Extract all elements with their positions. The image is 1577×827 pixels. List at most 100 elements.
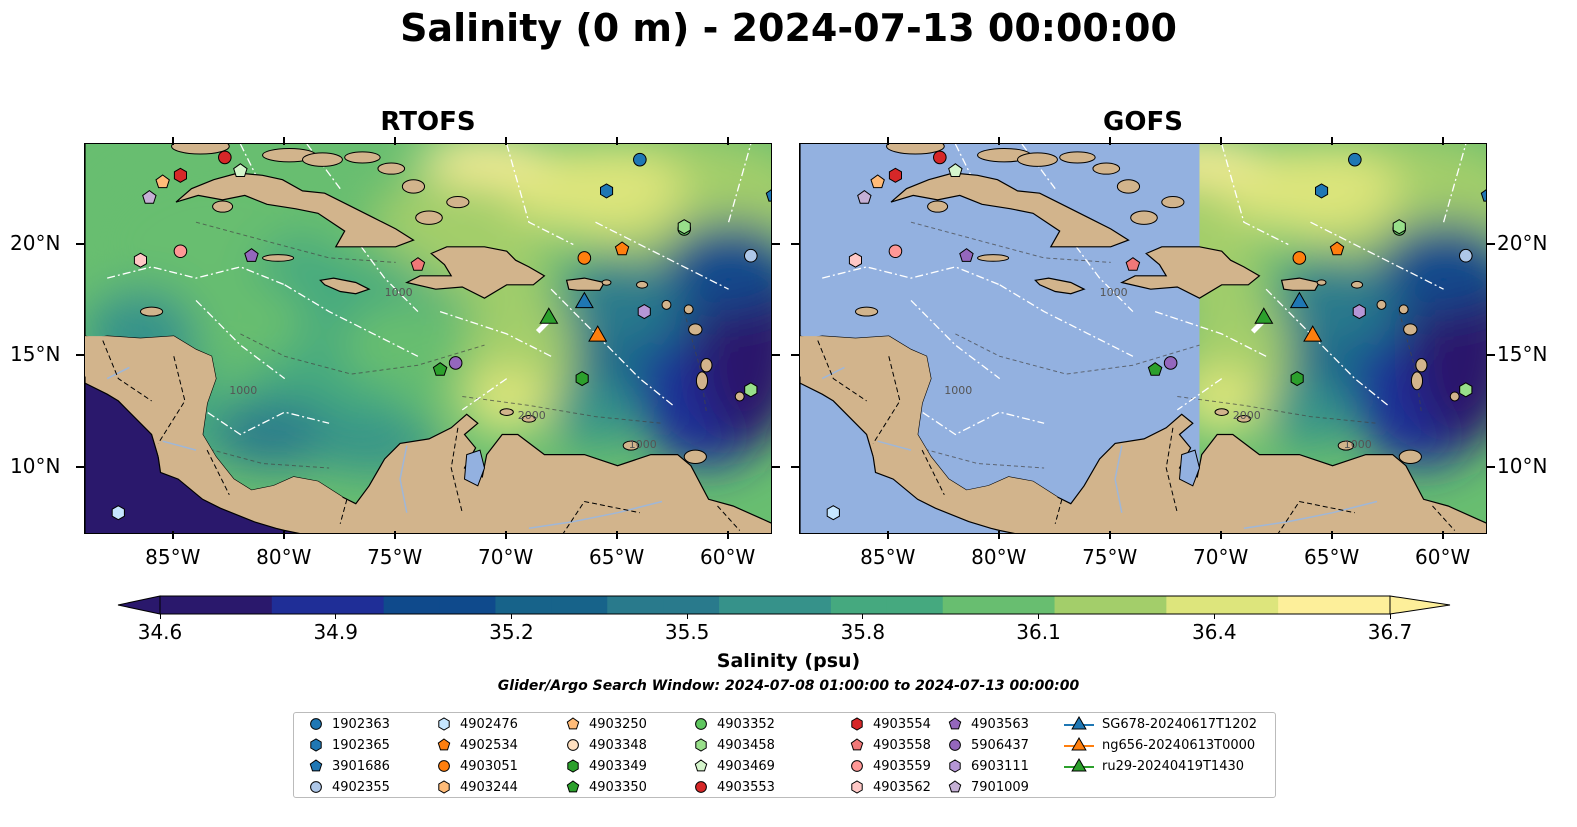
colorbar-segment	[830, 596, 888, 614]
legend-marker-icon	[1064, 715, 1094, 730]
legend-item: 4902355	[308, 778, 390, 796]
colorbar-segment	[495, 596, 552, 614]
legend-marker-icon	[695, 738, 707, 752]
colorbar-segment	[160, 596, 217, 614]
land-hispaniola	[1120, 246, 1261, 299]
colorbar-tick-label: 36.7	[1367, 620, 1413, 644]
legend-marker-icon	[949, 739, 961, 751]
legend-float-marker	[949, 739, 961, 751]
colorbar-extend-min	[117, 595, 161, 615]
lon-tick-label: 65°W	[589, 545, 645, 569]
legend-float-marker	[438, 717, 450, 731]
legend-label: ng656-20240613T0000	[1102, 737, 1256, 753]
float-marker-1902365	[600, 183, 614, 199]
contour-label: 2000	[1233, 409, 1261, 422]
colorbar-segment	[719, 596, 776, 614]
legend-label: 4903553	[717, 779, 775, 795]
colorbar-tick-mark	[1038, 614, 1040, 619]
legend-item: ru29-20240419T1430	[1064, 757, 1244, 775]
float-marker-4903553	[933, 150, 947, 165]
legend-float-marker	[567, 759, 579, 773]
contour-label: 1000	[944, 384, 972, 397]
lat-tick-mark	[76, 242, 84, 245]
legend-marker-icon	[438, 760, 450, 772]
legend-float-marker	[851, 780, 863, 794]
lon-tick-mark	[282, 137, 285, 145]
legend-item: 4903562	[849, 778, 931, 796]
land-hispaniola	[405, 246, 546, 299]
contour-label: 1000	[1100, 286, 1128, 299]
colorbar-segment	[1110, 596, 1167, 614]
legend-item: 6903111	[947, 757, 1029, 775]
lon-tick-mark	[1219, 137, 1222, 145]
legend-float-marker	[948, 780, 962, 793]
lat-tick-label-right: 10°N	[1497, 453, 1548, 478]
lat-tick-label-left: 10°N	[10, 453, 61, 478]
float-marker-4902534	[614, 241, 630, 256]
colorbar-segment	[998, 596, 1056, 614]
float-marker-7901009	[857, 189, 872, 204]
legend-float-marker	[310, 738, 322, 752]
float-marker-4903559	[173, 244, 188, 259]
map-canvas: 1000 2000 1000 1000	[800, 144, 1486, 533]
float-marker-4902534	[1329, 241, 1345, 256]
contour-label: 2000	[518, 409, 546, 422]
colorbar-segment	[1222, 596, 1279, 614]
legend-item: 4902534	[436, 736, 518, 754]
lon-tick-label: 80°W	[971, 545, 1027, 569]
lon-tick-mark	[171, 137, 174, 145]
lon-tick-mark	[886, 531, 889, 539]
legend-item: 4903250	[565, 715, 647, 733]
float-marker-4902355b	[744, 382, 758, 398]
legend-item: SG678-20240617T1202	[1064, 715, 1257, 733]
colorbar-segment	[215, 596, 273, 614]
lat-tick-mark	[76, 354, 84, 357]
land-puerto-rico	[565, 277, 606, 291]
land-puerto-rico	[1280, 277, 1321, 291]
colorbar-segment	[439, 596, 496, 614]
legend-label: SG678-20240617T1202	[1102, 716, 1258, 732]
legend-float-marker	[567, 739, 579, 751]
colorbar-segment	[886, 596, 944, 614]
legend-label: 4903051	[460, 758, 518, 774]
float-marker-4902355	[1459, 248, 1473, 263]
float-marker-3901686	[765, 189, 771, 202]
legend-marker-icon	[437, 738, 451, 751]
float-marker-4902355b	[1459, 382, 1473, 398]
legend-glider-marker	[1071, 757, 1087, 772]
float-marker-4903563	[244, 248, 259, 262]
float-marker-1902365	[1315, 183, 1329, 199]
legend-label: 4903458	[717, 737, 775, 753]
legend-item: 7901009	[947, 778, 1029, 796]
colorbar-tick-label: 35.8	[840, 620, 886, 644]
legend-item: 4903051	[436, 757, 518, 775]
legend-label: 1902365	[332, 737, 390, 753]
float-marker-4903469	[233, 163, 248, 177]
land-jamaica	[1034, 277, 1086, 295]
float-marker-4903562	[133, 252, 147, 268]
legend-marker-icon	[309, 759, 323, 772]
legend-marker-icon	[948, 780, 962, 793]
float-marker-5906437	[448, 356, 463, 370]
legend-marker-icon	[1064, 757, 1094, 772]
legend-label: 3901686	[332, 758, 390, 774]
float-marker-4903554	[888, 167, 902, 183]
colorbar-tick-mark	[1213, 614, 1215, 619]
legend-item: 4903554	[849, 715, 931, 733]
legend-float-marker	[438, 760, 450, 772]
legend-float-marker	[437, 738, 451, 751]
float-marker-1902363	[1348, 152, 1362, 167]
colorbar-segment	[942, 596, 1000, 614]
lon-tick-mark	[726, 531, 729, 539]
legend-label: 4903352	[717, 716, 775, 732]
land-cuba	[890, 172, 1130, 248]
legend-marker-icon	[438, 780, 450, 794]
glider-marker-sg678	[1289, 291, 1309, 309]
legend-label: 6903111	[971, 758, 1029, 774]
legend-label: 4902355	[332, 779, 390, 795]
lat-tick-label-left: 15°N	[10, 342, 61, 367]
colorbar-segment	[271, 596, 329, 614]
colorbar-segment	[1166, 596, 1223, 614]
legend-float-marker	[695, 738, 707, 752]
colorbar-segment	[663, 596, 720, 614]
